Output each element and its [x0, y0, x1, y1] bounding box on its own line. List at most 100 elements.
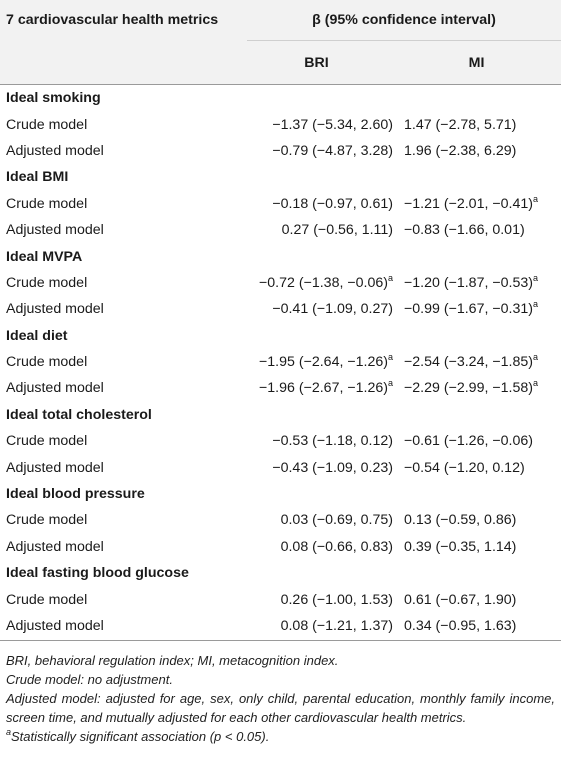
table-row: Adjusted model −1.96 (−2.67, −1.26)a −2.29… — [0, 375, 561, 401]
beta-column-header: β (95% confidence interval) — [247, 0, 561, 41]
results-table-container: 7 cardiovascular health metrics β (95% c… — [0, 0, 561, 746]
model-label: Adjusted model — [6, 538, 104, 555]
significance-marker: a — [387, 272, 393, 283]
significance-marker: a — [532, 378, 538, 389]
footnote-significance-text: Statistically significant association (p… — [11, 728, 270, 744]
bri-value-cell: 0.26 (−1.00, 1.53) — [247, 586, 399, 612]
mi-value: 0.39 (−0.35, 1.14) — [404, 538, 517, 555]
significance-marker: a — [532, 299, 538, 310]
table-row: Adjusted model 0.08 (−0.66, 0.83) 0.39 (−0… — [0, 534, 561, 560]
bri-value: −0.41 (−1.09, 0.27) — [272, 301, 393, 318]
bri-value: −0.72 (−1.38, −0.06) — [259, 274, 388, 291]
mi-value: −1.20 (−1.87, −0.53) — [404, 274, 533, 291]
group-title: Ideal MVPA — [6, 248, 83, 265]
significance-marker: a — [387, 378, 393, 389]
footnote-abbreviations: BRI, behavioral regulation index; MI, me… — [6, 652, 339, 668]
group-title: Ideal blood pressure — [6, 486, 145, 503]
group-title: Ideal BMI — [6, 169, 69, 186]
mi-value: −2.54 (−3.24, −1.85) — [404, 354, 533, 371]
bri-value: 0.08 (−0.66, 0.83) — [280, 538, 393, 555]
table-footnotes: BRI, behavioral regulation index; MI, me… — [0, 641, 561, 746]
footnote-crude-model: Crude model: no adjustment. — [6, 671, 173, 687]
mi-value-cell: −0.83 (−1.66, 0.01) — [399, 217, 561, 243]
group-row: Ideal fasting blood glucose — [0, 560, 561, 586]
group-title: Ideal fasting blood glucose — [6, 565, 189, 582]
table-row: Crude model −1.95 (−2.64, −1.26)a −2.54 (−… — [0, 349, 561, 375]
bri-value: −0.18 (−0.97, 0.61) — [272, 195, 393, 212]
significance-marker: a — [532, 272, 538, 283]
mi-value: 1.47 (−2.78, 5.71) — [404, 116, 517, 133]
significance-marker: a — [387, 352, 393, 363]
mi-value-cell: 0.34 (−0.95, 1.63) — [399, 612, 561, 641]
model-label: Adjusted model — [6, 142, 104, 159]
group-row: Ideal MVPA — [0, 243, 561, 269]
table-row: Crude model 0.26 (−1.00, 1.53) 0.61 (−0.67… — [0, 586, 561, 612]
bri-value: 0.03 (−0.69, 0.75) — [280, 512, 393, 529]
table-row: Crude model −1.37 (−5.34, 2.60) 1.47 (−2.7… — [0, 111, 561, 137]
model-label: Adjusted model — [0, 612, 247, 641]
bri-value-cell: 0.27 (−0.56, 1.11) — [247, 217, 399, 243]
bri-value-cell: −0.72 (−1.38, −0.06)a — [247, 270, 399, 296]
bri-value-cell: 0.08 (−1.21, 1.37) — [247, 612, 399, 641]
table-row: Adjusted model −0.41 (−1.09, 0.27) −0.99 (… — [0, 296, 561, 322]
model-label: Adjusted model — [6, 459, 104, 476]
bri-value-cell: 0.03 (−0.69, 0.75) — [247, 507, 399, 533]
significance-marker: a — [532, 352, 538, 363]
model-label: Adjusted model — [6, 222, 104, 239]
bri-column-header: BRI — [247, 40, 399, 85]
mi-value: 0.61 (−0.67, 1.90) — [404, 591, 517, 608]
bri-value: 0.08 (−1.21, 1.37) — [280, 618, 393, 635]
mi-value: −0.99 (−1.67, −0.31) — [404, 301, 533, 318]
bri-value-cell: −1.37 (−5.34, 2.60) — [247, 111, 399, 137]
table-row: Crude model −0.72 (−1.38, −0.06)a −1.20 (−… — [0, 270, 561, 296]
mi-value-cell: −2.29 (−2.99, −1.58)a — [399, 375, 561, 401]
group-title: Ideal diet — [6, 327, 68, 344]
group-row: Ideal BMI — [0, 164, 561, 190]
bri-value-cell: −0.43 (−1.09, 0.23) — [247, 454, 399, 480]
table-row: Adjusted model 0.27 (−0.56, 1.11) −0.83 (−… — [0, 217, 561, 243]
group-row: Ideal blood pressure — [0, 481, 561, 507]
table-body: Ideal smoking Crude model −1.37 (−5.34, 2.… — [0, 85, 561, 641]
mi-value-cell: −0.54 (−1.20, 0.12) — [399, 454, 561, 480]
header-row: 7 cardiovascular health metrics β (95% c… — [0, 0, 561, 41]
subheader-row: BRI MI — [0, 40, 561, 85]
bri-value-cell: −1.95 (−2.64, −1.26)a — [247, 349, 399, 375]
footnote-adjusted-model: Adjusted model: adjusted for age, sex, o… — [6, 690, 555, 725]
bri-value: 0.27 (−0.56, 1.11) — [281, 222, 393, 239]
table-row: Adjusted model −0.79 (−4.87, 3.28) 1.96 (−… — [0, 138, 561, 164]
mi-value-cell: −0.99 (−1.67, −0.31)a — [399, 296, 561, 322]
group-title: Ideal smoking — [6, 90, 101, 107]
bri-value-cell: 0.08 (−0.66, 0.83) — [247, 534, 399, 560]
results-table: 7 cardiovascular health metrics β (95% c… — [0, 0, 561, 641]
model-label: Adjusted model — [6, 301, 104, 318]
group-row: Ideal total cholesterol — [0, 402, 561, 428]
model-label: Crude model — [6, 591, 88, 608]
model-label: Crude model — [6, 116, 88, 133]
mi-value-cell: 0.39 (−0.35, 1.14) — [399, 534, 561, 560]
bri-value: −0.79 (−4.87, 3.28) — [272, 142, 393, 159]
mi-value: 1.96 (−2.38, 6.29) — [404, 142, 517, 159]
mi-column-header: MI — [399, 40, 561, 85]
mi-value-cell: −1.21 (−2.01, −0.41)a — [399, 191, 561, 217]
bri-value: −1.95 (−2.64, −1.26) — [259, 354, 388, 371]
mi-value-cell: 1.96 (−2.38, 6.29) — [399, 138, 561, 164]
model-label: Crude model — [6, 195, 88, 212]
mi-value: 0.13 (−0.59, 0.86) — [404, 512, 517, 529]
table-row: Crude model −0.53 (−1.18, 0.12) −0.61 (−1.… — [0, 428, 561, 454]
model-label: Crude model — [6, 512, 88, 529]
table-row: Crude model 0.03 (−0.69, 0.75) 0.13 (−0.59… — [0, 507, 561, 533]
group-row: Ideal diet — [0, 323, 561, 349]
table-row: Crude model −0.18 (−0.97, 0.61) −1.21 (−2.… — [0, 191, 561, 217]
mi-value: −1.21 (−2.01, −0.41) — [404, 195, 533, 212]
bri-value-cell: −0.79 (−4.87, 3.28) — [247, 138, 399, 164]
table-row: Adjusted model 0.08 (−1.21, 1.37) 0.34 (−0… — [0, 612, 561, 641]
metric-column-header: 7 cardiovascular health metrics — [0, 0, 247, 41]
model-label: Crude model — [6, 433, 88, 450]
mi-value-cell: 0.13 (−0.59, 0.86) — [399, 507, 561, 533]
mi-value-cell: 1.47 (−2.78, 5.71) — [399, 111, 561, 137]
bri-value-cell: −1.96 (−2.67, −1.26)a — [247, 375, 399, 401]
bri-value: −0.43 (−1.09, 0.23) — [272, 459, 393, 476]
mi-value: −0.61 (−1.26, −0.06) — [404, 433, 533, 450]
bri-value: −1.37 (−5.34, 2.60) — [272, 116, 393, 133]
bri-value-cell: −0.53 (−1.18, 0.12) — [247, 428, 399, 454]
